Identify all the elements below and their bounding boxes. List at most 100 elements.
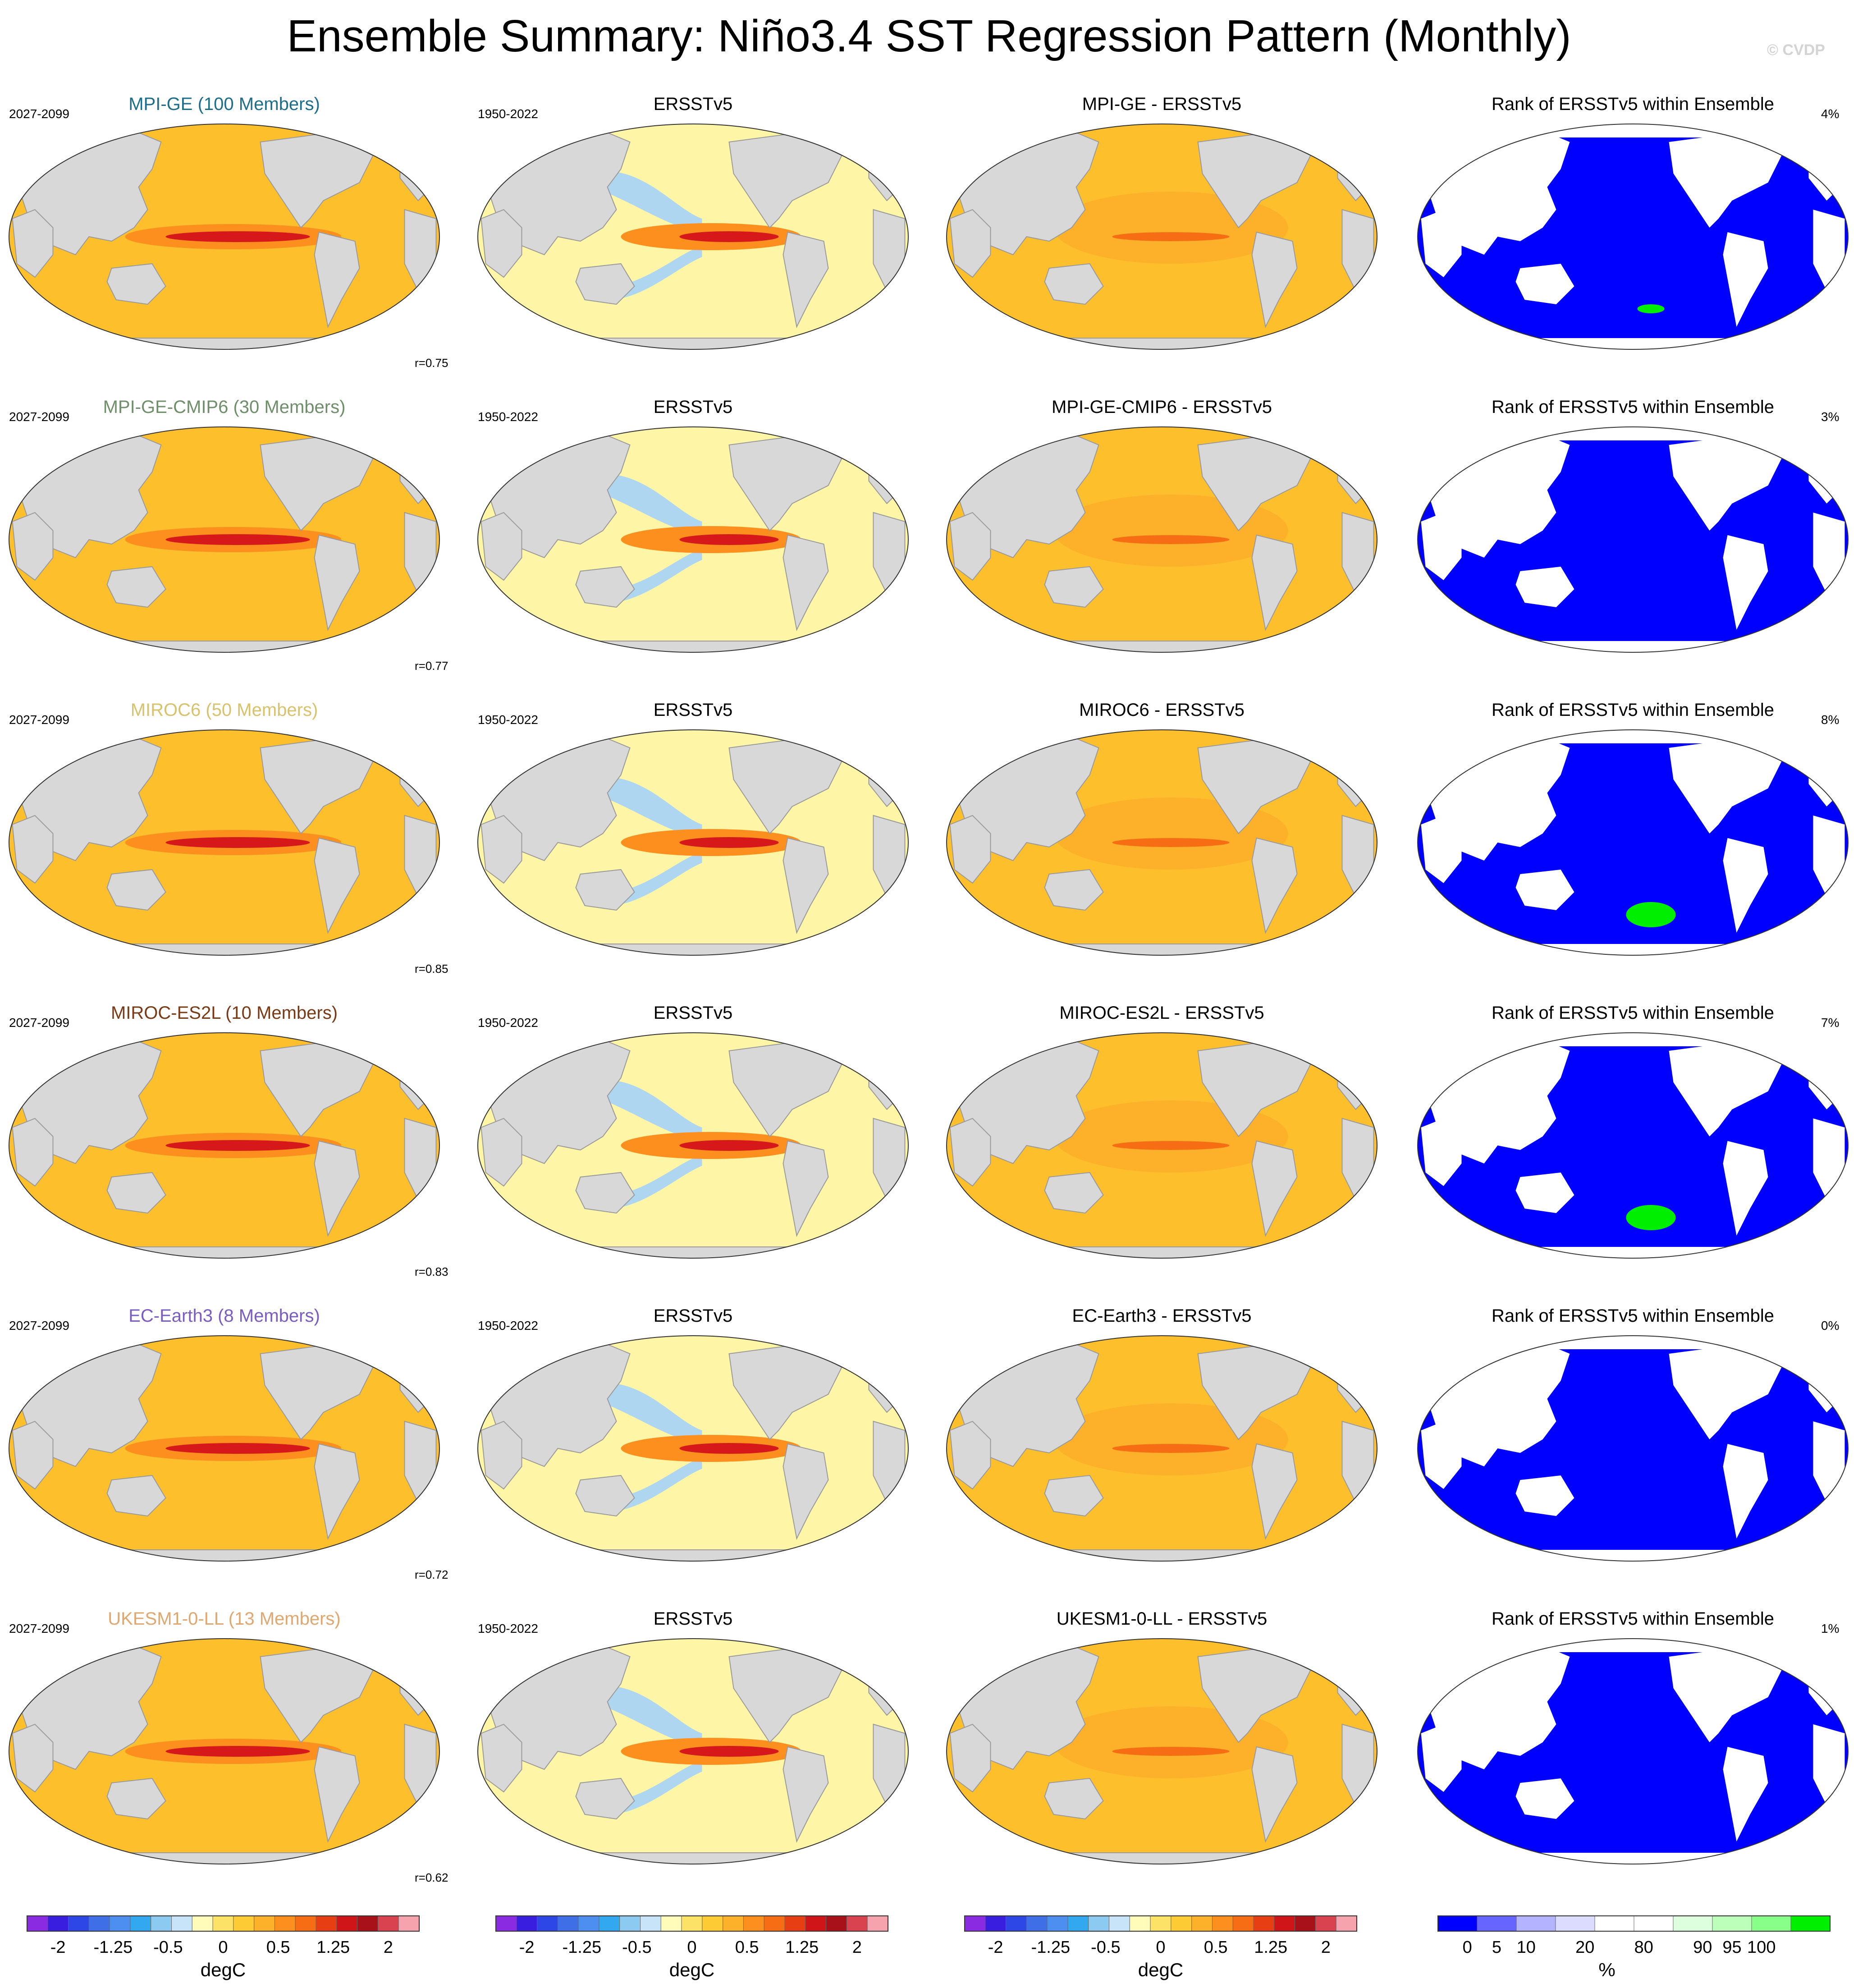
model-map bbox=[7, 1636, 442, 1866]
colorbar-swatch bbox=[337, 1916, 357, 1931]
colorbar-swatch bbox=[723, 1916, 744, 1931]
model-map bbox=[7, 1333, 442, 1563]
colorbar-swatch bbox=[48, 1916, 69, 1931]
warm-core bbox=[680, 1140, 779, 1151]
colorbar-tick-label: -2 bbox=[988, 1938, 1003, 1957]
obs-period: 1950-2022 bbox=[478, 410, 538, 424]
colorbar-tick-label: 0 bbox=[218, 1938, 228, 1957]
warm-core bbox=[166, 1140, 310, 1151]
colorbar-swatch bbox=[357, 1916, 378, 1931]
warm-core bbox=[166, 1746, 310, 1757]
colorbar-swatch bbox=[1089, 1916, 1109, 1931]
colorbar-swatch bbox=[151, 1916, 172, 1931]
rank-map bbox=[1415, 728, 1850, 957]
colorbar-swatch bbox=[826, 1916, 847, 1931]
colorbar-tick-label: -1.25 bbox=[93, 1938, 133, 1957]
colorbar-tick-label: 1.25 bbox=[785, 1938, 819, 1957]
colorbar-tick-label: 1.25 bbox=[316, 1938, 350, 1957]
figure-title: Ensemble Summary: Niño3.4 SST Regression… bbox=[0, 9, 1858, 63]
warm-core bbox=[166, 837, 310, 848]
colorbar-tick-label: 0 bbox=[1156, 1938, 1165, 1957]
colorbar-swatch bbox=[496, 1916, 517, 1931]
obs-map bbox=[476, 425, 911, 655]
colorbar-tick-label: 2 bbox=[1321, 1938, 1331, 1957]
diff-panel-title: EC-Earth3 - ERSSTv5 bbox=[937, 1305, 1387, 1326]
colorbar-swatch bbox=[1315, 1916, 1336, 1931]
rank-percent: 7% bbox=[1821, 1016, 1839, 1030]
colorbar-unit: degC bbox=[669, 1959, 714, 1980]
obs-map bbox=[476, 122, 911, 352]
colorbar-swatch bbox=[1752, 1916, 1791, 1931]
colorbar-swatch bbox=[233, 1916, 254, 1931]
colorbar-swatch bbox=[805, 1916, 826, 1931]
copyright-watermark: © CVDP bbox=[1767, 41, 1825, 59]
warm-core bbox=[680, 1443, 779, 1454]
colorbar-tick-label: -2 bbox=[519, 1938, 535, 1957]
obs-period: 1950-2022 bbox=[478, 107, 538, 121]
model-period: 2027-2099 bbox=[9, 107, 69, 121]
colorbar-swatch bbox=[69, 1916, 89, 1931]
colorbar-swatch bbox=[254, 1916, 275, 1931]
colorbar-tick-label: -2 bbox=[50, 1938, 66, 1957]
obs-period: 1950-2022 bbox=[478, 1319, 538, 1333]
obs-period: 1950-2022 bbox=[478, 1622, 538, 1636]
diff-panel-title: MIROC6 - ERSSTv5 bbox=[937, 700, 1387, 720]
colorbar-swatch bbox=[578, 1916, 599, 1931]
colorbar-tick-label: 90 bbox=[1693, 1938, 1712, 1957]
colorbar-swatch bbox=[1791, 1916, 1830, 1931]
colorbar-swatch bbox=[192, 1916, 213, 1931]
diff-core bbox=[1112, 232, 1230, 241]
rank-percent: 0% bbox=[1821, 1319, 1839, 1333]
rank-panel-title: Rank of ERSSTv5 within Ensemble bbox=[1408, 1003, 1858, 1023]
pattern-correlation: r=0.85 bbox=[415, 962, 448, 976]
colorbar-tick-label: -0.5 bbox=[1091, 1938, 1120, 1957]
colorbar-unit: degC bbox=[1138, 1959, 1183, 1980]
diff-map bbox=[944, 122, 1379, 352]
diff-core bbox=[1112, 535, 1230, 544]
rank-panel-title: Rank of ERSSTv5 within Ensemble bbox=[1408, 94, 1858, 115]
rank-high-patch bbox=[1638, 304, 1665, 313]
colorbar-swatch bbox=[27, 1916, 48, 1931]
colorbar-swatch bbox=[537, 1916, 558, 1931]
model-map bbox=[7, 728, 442, 957]
colorbar-swatch bbox=[1516, 1916, 1556, 1931]
diff-map bbox=[944, 1636, 1379, 1866]
warm-core bbox=[680, 837, 779, 848]
colorbar-swatch bbox=[867, 1916, 888, 1931]
rank-panel-title: Rank of ERSSTv5 within Ensemble bbox=[1408, 1305, 1858, 1326]
colorbar-tick-label: 2 bbox=[384, 1938, 393, 1957]
warm-core bbox=[680, 231, 779, 242]
colorbar-tick-label: 0.5 bbox=[1204, 1938, 1228, 1957]
colorbar-swatch bbox=[847, 1916, 867, 1931]
colorbar-tick-label: 20 bbox=[1575, 1938, 1594, 1957]
colorbar-swatch bbox=[378, 1916, 398, 1931]
model-period: 2027-2099 bbox=[9, 1016, 69, 1030]
colorbar-swatch bbox=[1634, 1916, 1673, 1931]
colorbar-swatch bbox=[1274, 1916, 1295, 1931]
colorbar-swatch bbox=[1556, 1916, 1595, 1931]
warm-core bbox=[166, 1443, 310, 1454]
colorbar-swatch bbox=[275, 1916, 295, 1931]
warm-core bbox=[166, 231, 310, 242]
colorbar-swatch bbox=[682, 1916, 702, 1931]
colorbar-swatch bbox=[599, 1916, 620, 1931]
colorbar-swatch bbox=[1068, 1916, 1089, 1931]
diff-core bbox=[1112, 1141, 1230, 1150]
warm-core bbox=[166, 534, 310, 545]
diff-panel-title: MPI-GE-CMIP6 - ERSSTv5 bbox=[937, 397, 1387, 417]
obs-map bbox=[476, 1333, 911, 1563]
colorbar-swatch bbox=[785, 1916, 805, 1931]
rank-percent: 1% bbox=[1821, 1622, 1839, 1636]
model-period: 2027-2099 bbox=[9, 713, 69, 727]
rank-percent: 4% bbox=[1821, 107, 1839, 121]
colorbar-swatch bbox=[295, 1916, 316, 1931]
colorbar-tick-label: -0.5 bbox=[622, 1938, 651, 1957]
obs-map bbox=[476, 728, 911, 957]
pattern-correlation: r=0.77 bbox=[415, 659, 448, 673]
model-period: 2027-2099 bbox=[9, 1622, 69, 1636]
colorbar-swatch bbox=[1047, 1916, 1068, 1931]
obs-period: 1950-2022 bbox=[478, 713, 538, 727]
